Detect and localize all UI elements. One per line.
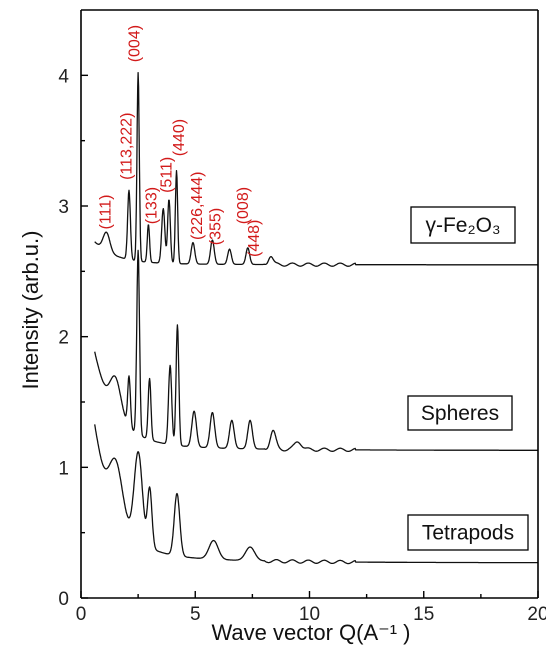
plot-area <box>94 72 539 565</box>
peak-labels: (111)(113,222) (004) (133)(511)(440)(226,4… <box>98 25 264 257</box>
x-axis-title: Wave vector Q(A⁻¹ ) <box>211 620 410 645</box>
series-label-box: Spheres <box>407 395 513 431</box>
ticks: 0 5 10 15 20 0 1 2 3 4 <box>58 66 546 625</box>
peak-label: (133) <box>143 187 160 224</box>
series-label-box: Tetrapods <box>407 514 529 551</box>
peak-label: (111) <box>98 195 115 230</box>
y-tick-label: 3 <box>58 197 69 218</box>
peak-label: (511) <box>158 157 175 193</box>
x-tick-label: 5 <box>190 604 201 625</box>
series-labels: γ-Fe₂O₃ Spheres Tetrapods <box>407 206 529 551</box>
x-tick-label: 20 <box>527 604 546 625</box>
axes <box>80 9 539 599</box>
series-trace <box>94 424 539 565</box>
peak-label: (440) <box>171 119 188 156</box>
series-label-box: γ-Fe₂O₃ <box>410 206 516 244</box>
series-label-frame <box>407 395 513 431</box>
x-tick-label: 15 <box>413 604 434 625</box>
peak-label: (004) <box>126 25 143 62</box>
x-tick-label: 0 <box>76 604 87 625</box>
peak-label: (448) <box>246 220 263 257</box>
peak-label: (008) <box>235 187 252 224</box>
series-label-text: Tetrapods <box>422 522 514 545</box>
y-tick-label: 0 <box>58 589 69 610</box>
x-tick-label: 10 <box>299 604 320 625</box>
y-tick-label: 4 <box>58 66 69 87</box>
series-trace <box>94 249 539 453</box>
peak-label: (355) <box>207 208 224 245</box>
y-tick-label: 1 <box>58 458 69 479</box>
series-trace <box>94 72 539 267</box>
peak-label: (226,444) <box>189 172 206 241</box>
peak-label: (113,222) <box>118 113 135 180</box>
series-label-frame <box>407 514 529 551</box>
series-label-text: Spheres <box>421 402 499 425</box>
series-label-frame <box>410 206 516 244</box>
series-label-text: γ-Fe₂O₃ <box>425 214 500 237</box>
y-axis-title: Intensity (arb.u.) <box>18 231 43 390</box>
y-tick-label: 2 <box>58 328 69 349</box>
